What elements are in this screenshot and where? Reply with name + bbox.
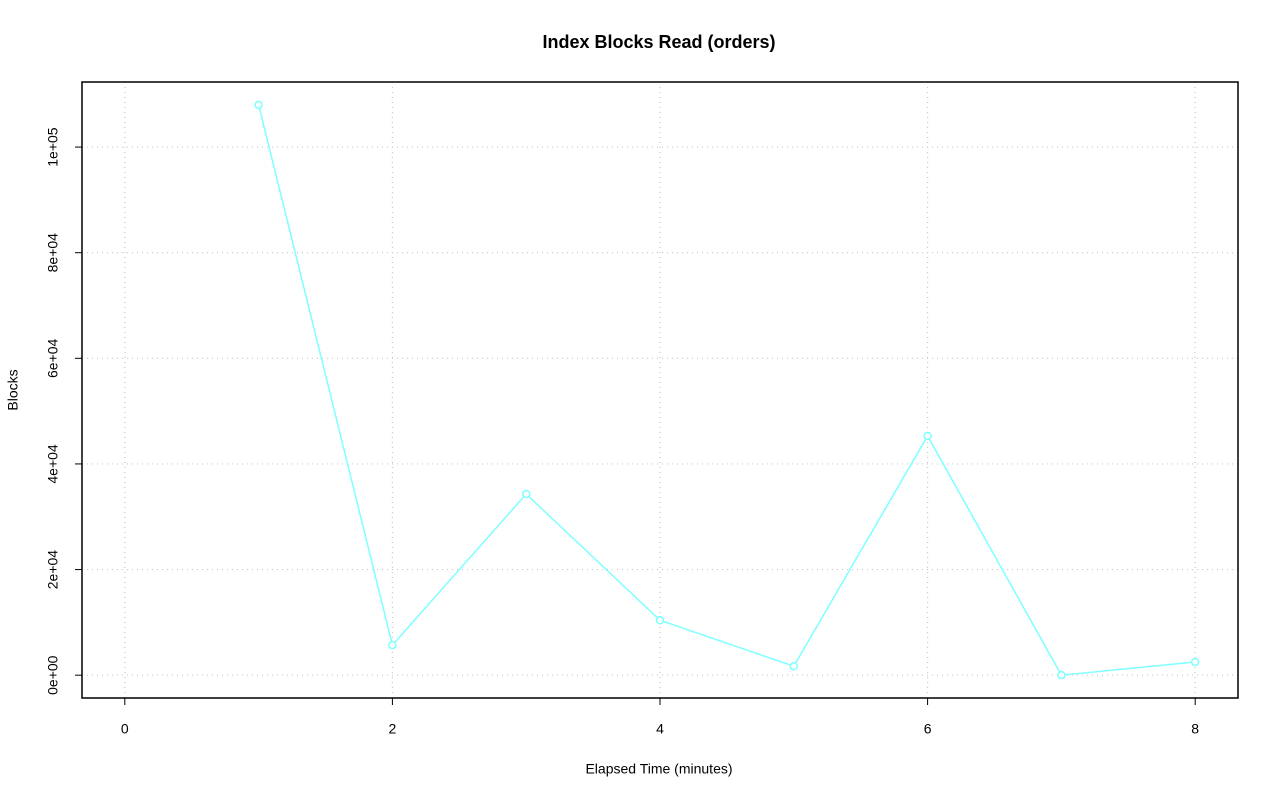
x-tick-label: 4 bbox=[656, 721, 664, 737]
data-point bbox=[388, 640, 397, 650]
chart-title: Index Blocks Read (orders) bbox=[542, 32, 775, 52]
x-axis-label: Elapsed Time (minutes) bbox=[585, 761, 732, 777]
x-tick-label: 2 bbox=[389, 721, 397, 737]
y-tick-label: 2e+04 bbox=[45, 550, 61, 590]
data-point bbox=[923, 431, 932, 441]
y-tick-label: 4e+04 bbox=[45, 444, 61, 484]
y-tick-label: 8e+04 bbox=[45, 233, 61, 273]
data-point bbox=[1190, 657, 1200, 667]
data-point bbox=[789, 661, 799, 671]
series-line bbox=[257, 104, 1196, 676]
x-tick-label: 0 bbox=[121, 721, 129, 737]
plot-frame bbox=[81, 81, 1239, 699]
data-point bbox=[521, 489, 531, 499]
data-point bbox=[1057, 670, 1066, 680]
y-tick-label: 0e+00 bbox=[45, 655, 61, 695]
x-tick-label: 8 bbox=[1191, 721, 1199, 737]
data-point bbox=[254, 100, 263, 110]
x-tick-label: 6 bbox=[924, 721, 932, 737]
y-axis-label: Blocks bbox=[5, 369, 21, 410]
y-tick-label: 1e+05 bbox=[45, 127, 61, 167]
y-tick-label: 6e+04 bbox=[45, 338, 61, 378]
data-point bbox=[655, 616, 665, 625]
